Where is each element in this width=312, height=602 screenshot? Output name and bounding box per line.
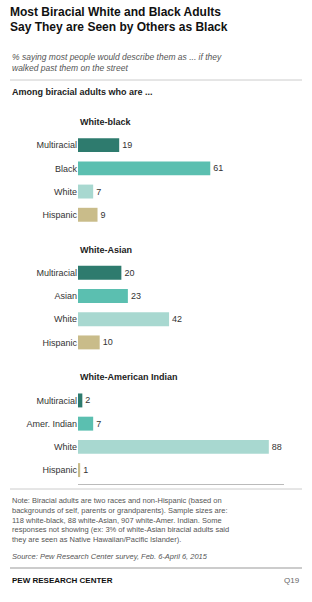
svg-text:9: 9 xyxy=(101,210,106,220)
svg-text:7: 7 xyxy=(96,419,101,429)
svg-text:10: 10 xyxy=(103,337,113,347)
svg-text:88: 88 xyxy=(272,442,282,452)
svg-text:White: White xyxy=(54,314,77,324)
svg-text:White-Asian: White-Asian xyxy=(80,245,132,255)
svg-text:White: White xyxy=(54,187,77,197)
svg-text:20: 20 xyxy=(124,268,134,278)
svg-text:Multiracial: Multiracial xyxy=(36,396,77,406)
svg-text:Amer. Indian: Amer. Indian xyxy=(26,419,77,429)
svg-text:Multiracial: Multiracial xyxy=(36,268,77,278)
svg-text:Most Biracial White and Black: Most Biracial White and Black AdultsSay … xyxy=(10,5,228,35)
svg-text:Asian: Asian xyxy=(54,291,77,301)
svg-text:White: White xyxy=(54,442,77,452)
svg-text:Hispanic: Hispanic xyxy=(42,465,77,475)
svg-text:42: 42 xyxy=(172,314,182,324)
svg-text:Hispanic: Hispanic xyxy=(42,338,77,348)
svg-text:% saying most people would des: % saying most people would describe them… xyxy=(12,52,222,73)
svg-text:White-black: White-black xyxy=(80,117,132,127)
svg-text:19: 19 xyxy=(122,140,132,150)
svg-text:Source: Pew Research Center su: Source: Pew Research Center survey, Feb.… xyxy=(12,552,208,561)
svg-text:Q19: Q19 xyxy=(284,576,300,585)
svg-text:White-American Indian: White-American Indian xyxy=(80,372,178,382)
svg-text:Multiracial: Multiracial xyxy=(36,140,77,150)
svg-text:2: 2 xyxy=(85,395,90,405)
svg-text:61: 61 xyxy=(213,163,223,173)
svg-text:Black: Black xyxy=(55,164,78,174)
svg-text:1: 1 xyxy=(83,465,88,475)
svg-text:Among biracial adults who are: Among biracial adults who are ... xyxy=(12,87,153,97)
svg-text:Hispanic: Hispanic xyxy=(42,210,77,220)
svg-text:Note: Biracial adults are two: Note: Biracial adults are two races and … xyxy=(12,496,229,544)
svg-text:23: 23 xyxy=(131,291,141,301)
svg-text:7: 7 xyxy=(96,187,101,197)
svg-text:PEW RESEARCH CENTER: PEW RESEARCH CENTER xyxy=(12,576,113,585)
